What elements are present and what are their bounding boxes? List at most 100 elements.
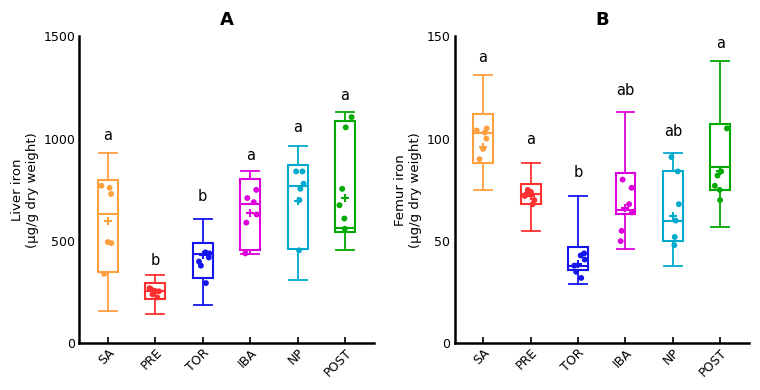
Point — [241, 195, 253, 201]
Point — [248, 199, 260, 205]
Point — [199, 249, 211, 255]
Bar — [521, 184, 540, 204]
Point — [195, 262, 207, 269]
Point — [521, 191, 533, 197]
Point — [153, 288, 165, 294]
Point — [203, 254, 215, 261]
Bar — [240, 179, 260, 250]
Point — [669, 234, 681, 240]
Point — [616, 177, 629, 183]
Text: a: a — [526, 132, 535, 147]
Point — [336, 186, 348, 192]
Point — [570, 269, 582, 275]
Text: ab: ab — [616, 83, 635, 98]
Point — [290, 168, 302, 175]
Point — [294, 186, 306, 192]
Point — [251, 211, 263, 218]
Point — [528, 197, 540, 203]
Point — [670, 218, 682, 224]
Title: B: B — [595, 11, 609, 29]
Point — [668, 242, 680, 248]
Point — [297, 181, 309, 187]
Text: a: a — [103, 128, 112, 143]
Bar — [473, 114, 493, 163]
Point — [626, 209, 638, 216]
Bar — [145, 283, 165, 300]
Point — [711, 172, 724, 179]
Text: ab: ab — [663, 124, 682, 139]
Point — [527, 201, 539, 207]
Y-axis label: Femur iron
(μg/g dry weight): Femur iron (μg/g dry weight) — [394, 132, 423, 248]
Point — [145, 286, 157, 292]
Title: A: A — [220, 11, 233, 29]
Text: b: b — [198, 189, 207, 204]
Point — [479, 129, 491, 136]
Point — [575, 252, 587, 259]
Point — [151, 294, 163, 301]
Point — [714, 187, 726, 193]
Point — [338, 215, 350, 222]
Point — [720, 125, 733, 131]
Point — [95, 183, 107, 189]
Point — [240, 220, 252, 226]
Point — [200, 280, 212, 286]
Point — [193, 259, 205, 265]
Point — [250, 187, 262, 193]
Text: a: a — [716, 35, 725, 51]
Point — [673, 201, 685, 207]
Bar — [663, 172, 683, 241]
Point — [525, 189, 537, 195]
Point — [715, 168, 727, 175]
Point — [103, 185, 116, 191]
Point — [480, 136, 492, 142]
Point — [98, 271, 110, 277]
Point — [522, 187, 534, 193]
Text: b: b — [150, 253, 160, 268]
Bar — [711, 124, 730, 190]
Point — [709, 183, 721, 189]
Point — [203, 250, 215, 257]
Point — [105, 191, 117, 197]
Point — [714, 197, 726, 203]
Point — [578, 250, 591, 257]
Point — [615, 238, 627, 244]
Text: a: a — [245, 148, 255, 163]
Point — [665, 154, 677, 160]
Point — [296, 168, 309, 175]
Bar — [288, 165, 308, 249]
Point — [470, 127, 483, 133]
Point — [575, 275, 587, 281]
Point — [625, 185, 638, 191]
Point — [473, 156, 486, 162]
Point — [293, 197, 306, 203]
Point — [106, 240, 118, 246]
Bar — [98, 180, 118, 272]
Bar — [616, 174, 635, 215]
Text: a: a — [340, 88, 350, 103]
Point — [147, 291, 159, 298]
Point — [334, 202, 346, 208]
Point — [477, 146, 489, 152]
Point — [623, 201, 635, 207]
Point — [340, 124, 352, 131]
Point — [150, 288, 162, 294]
Y-axis label: Liver iron
(μg/g dry weight): Liver iron (μg/g dry weight) — [11, 132, 39, 248]
Point — [578, 256, 591, 262]
Point — [568, 262, 581, 269]
Point — [339, 226, 351, 232]
Point — [519, 193, 531, 199]
Point — [480, 125, 492, 131]
Text: a: a — [293, 120, 302, 135]
Point — [672, 168, 684, 175]
Bar — [335, 121, 355, 232]
Point — [346, 114, 358, 120]
Bar — [568, 247, 588, 270]
Point — [102, 239, 114, 245]
Text: a: a — [479, 50, 488, 65]
Point — [239, 250, 252, 257]
Point — [144, 285, 156, 291]
Point — [616, 228, 628, 234]
Bar — [193, 243, 213, 278]
Point — [293, 247, 305, 254]
Text: b: b — [573, 165, 583, 180]
